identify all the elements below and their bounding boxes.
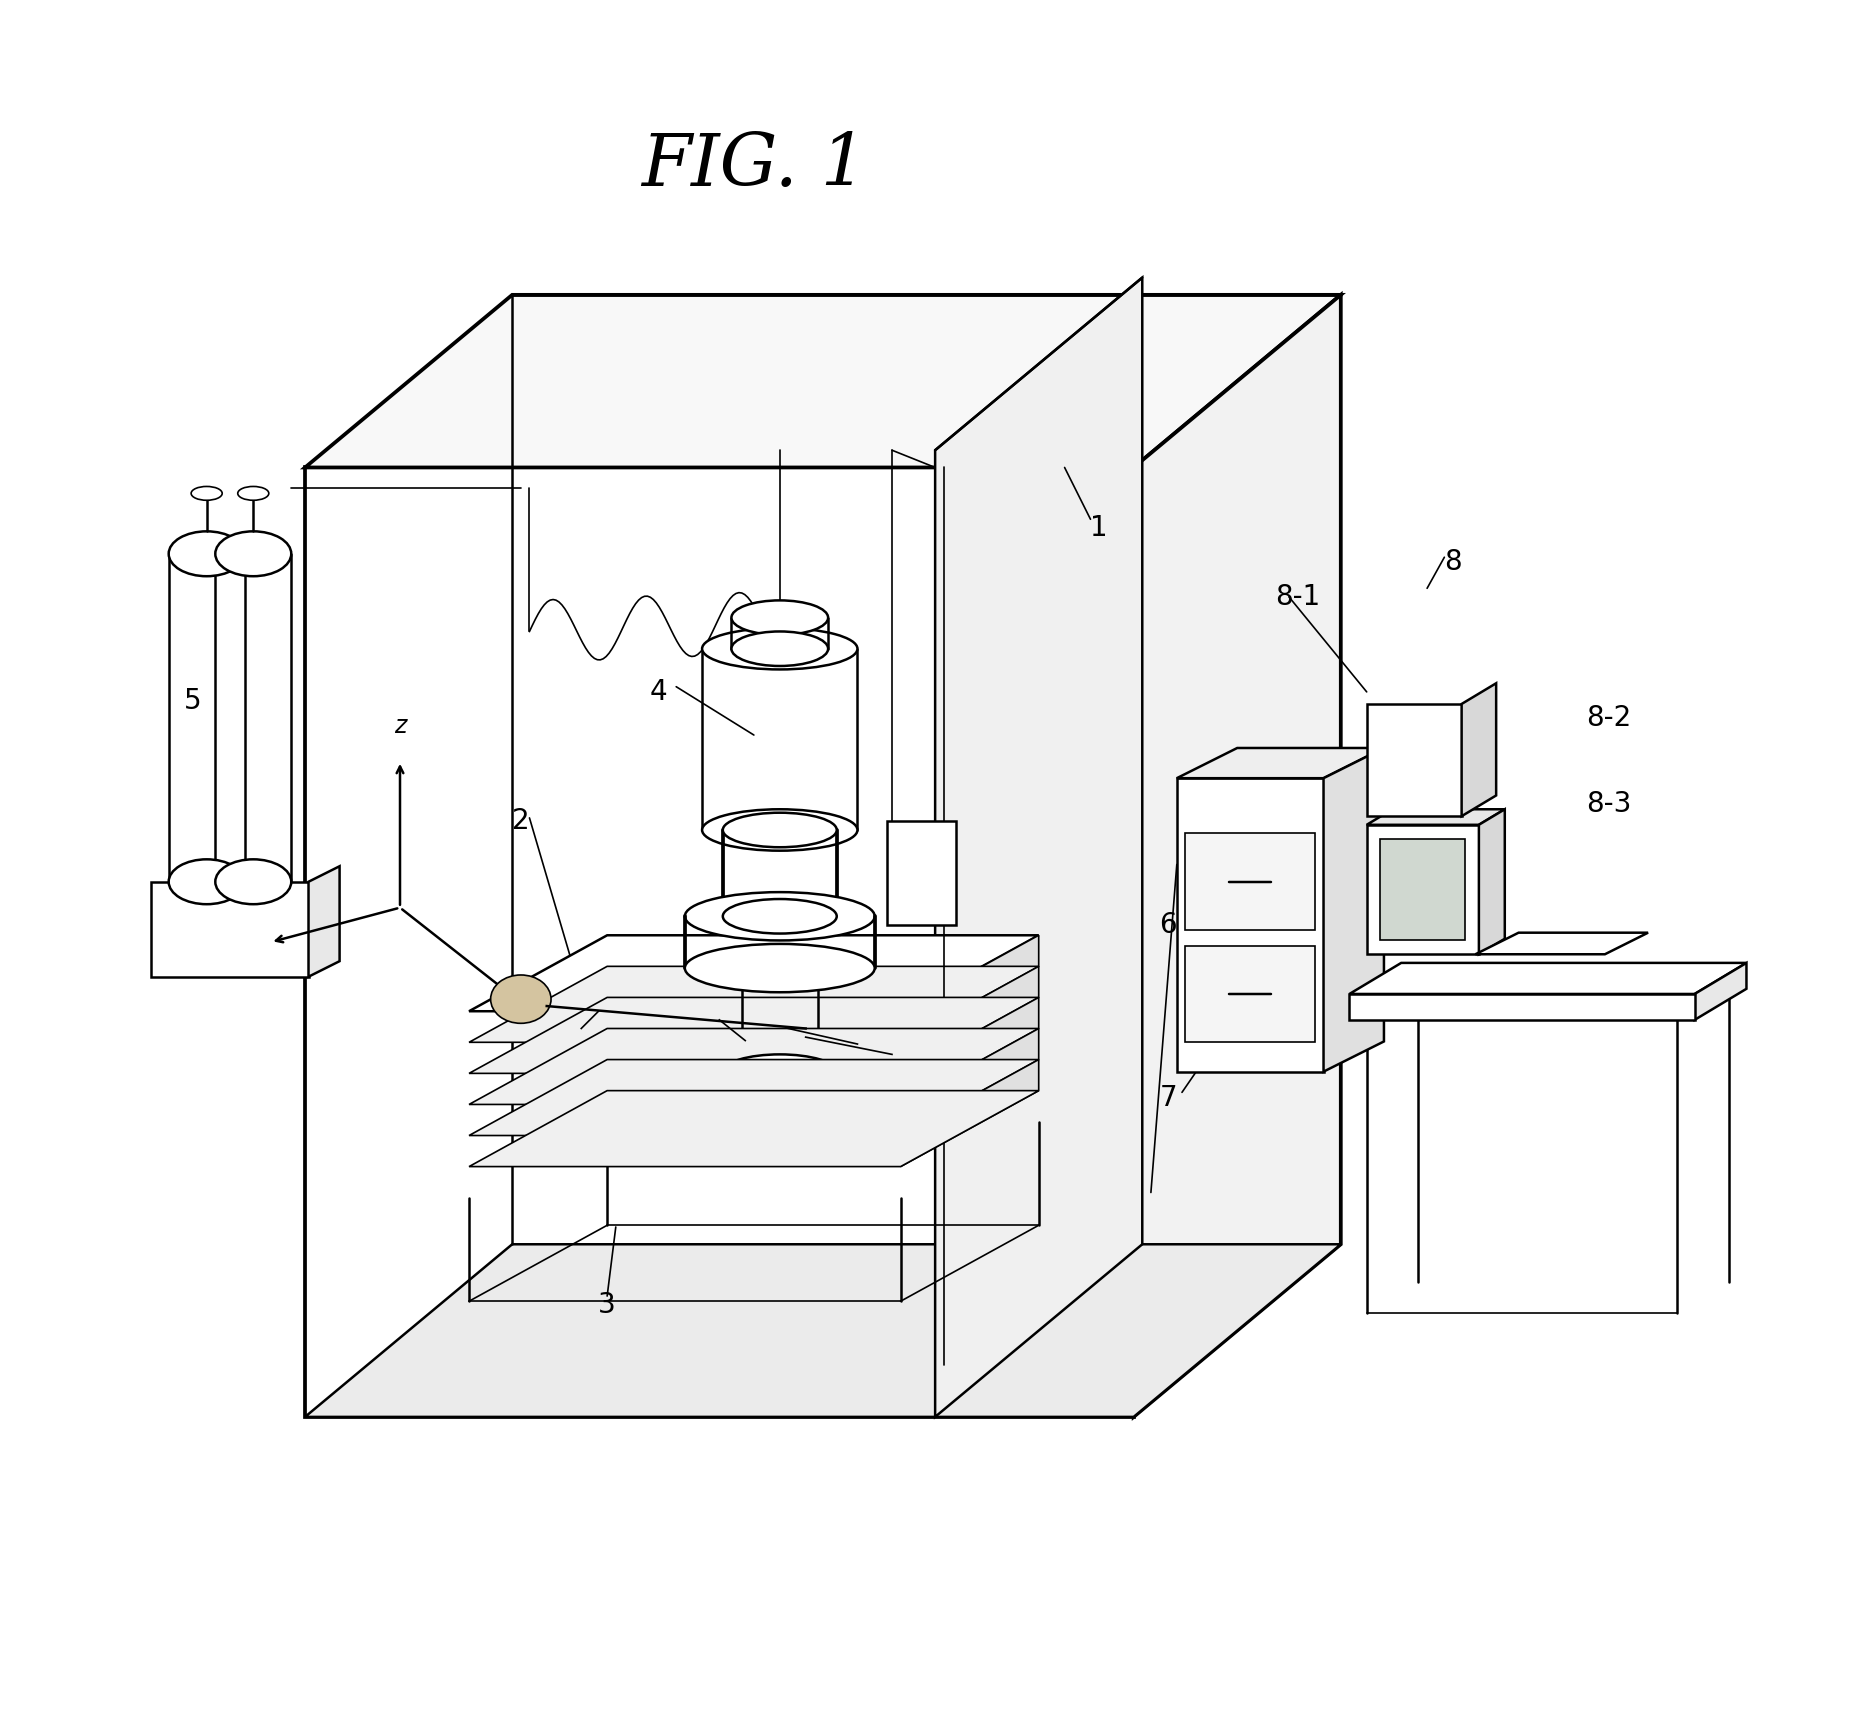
Ellipse shape bbox=[723, 899, 838, 934]
Ellipse shape bbox=[215, 859, 291, 904]
Polygon shape bbox=[901, 935, 1040, 1043]
Polygon shape bbox=[306, 296, 1342, 467]
Ellipse shape bbox=[215, 531, 291, 576]
Polygon shape bbox=[1475, 932, 1647, 954]
Ellipse shape bbox=[702, 628, 858, 669]
Text: 8: 8 bbox=[1443, 548, 1462, 576]
Polygon shape bbox=[901, 1060, 1040, 1167]
Ellipse shape bbox=[169, 859, 245, 904]
Ellipse shape bbox=[732, 631, 828, 666]
Ellipse shape bbox=[686, 944, 875, 992]
Polygon shape bbox=[152, 882, 308, 977]
Polygon shape bbox=[901, 998, 1040, 1105]
Ellipse shape bbox=[237, 486, 269, 500]
Text: 8-2: 8-2 bbox=[1586, 704, 1631, 731]
Polygon shape bbox=[306, 1245, 1342, 1416]
Ellipse shape bbox=[686, 892, 875, 941]
Polygon shape bbox=[469, 1060, 1040, 1136]
FancyBboxPatch shape bbox=[1186, 833, 1316, 930]
Polygon shape bbox=[469, 935, 1040, 1011]
Text: 4: 4 bbox=[650, 678, 667, 705]
Text: 8-3: 8-3 bbox=[1586, 790, 1631, 818]
Polygon shape bbox=[1323, 749, 1384, 1072]
Polygon shape bbox=[1134, 296, 1342, 1416]
Ellipse shape bbox=[191, 486, 222, 500]
Polygon shape bbox=[936, 278, 1141, 1416]
Polygon shape bbox=[1177, 749, 1384, 778]
Polygon shape bbox=[888, 821, 956, 925]
Polygon shape bbox=[469, 1029, 1040, 1105]
Polygon shape bbox=[1462, 683, 1495, 816]
Polygon shape bbox=[469, 1091, 1040, 1167]
Polygon shape bbox=[1349, 994, 1695, 1020]
Ellipse shape bbox=[169, 531, 245, 576]
Polygon shape bbox=[901, 1029, 1040, 1136]
Polygon shape bbox=[1380, 839, 1466, 941]
Polygon shape bbox=[1349, 963, 1747, 994]
Text: 6: 6 bbox=[1160, 911, 1177, 939]
Polygon shape bbox=[901, 967, 1040, 1074]
FancyBboxPatch shape bbox=[1186, 946, 1316, 1043]
Ellipse shape bbox=[723, 813, 838, 847]
Ellipse shape bbox=[702, 809, 858, 851]
Text: y: y bbox=[230, 935, 245, 960]
Polygon shape bbox=[1368, 704, 1462, 816]
Polygon shape bbox=[469, 967, 1040, 1043]
Text: z: z bbox=[395, 714, 406, 738]
Text: x: x bbox=[541, 1008, 556, 1032]
Text: 2: 2 bbox=[511, 807, 530, 835]
Text: 7: 7 bbox=[1160, 1084, 1177, 1112]
Polygon shape bbox=[1177, 778, 1323, 1072]
Polygon shape bbox=[308, 866, 339, 977]
Polygon shape bbox=[1368, 825, 1479, 954]
Text: 1: 1 bbox=[1090, 514, 1108, 541]
Polygon shape bbox=[1695, 963, 1747, 1020]
Text: 3: 3 bbox=[599, 1290, 615, 1319]
Ellipse shape bbox=[732, 600, 828, 635]
Text: FIG. 1: FIG. 1 bbox=[641, 130, 867, 201]
Ellipse shape bbox=[723, 1055, 838, 1089]
Ellipse shape bbox=[491, 975, 550, 1024]
Text: 8-1: 8-1 bbox=[1275, 583, 1321, 610]
Polygon shape bbox=[469, 998, 1040, 1074]
Ellipse shape bbox=[741, 1119, 817, 1146]
Polygon shape bbox=[1479, 809, 1505, 954]
Polygon shape bbox=[1368, 809, 1505, 825]
Text: 5: 5 bbox=[183, 686, 202, 714]
